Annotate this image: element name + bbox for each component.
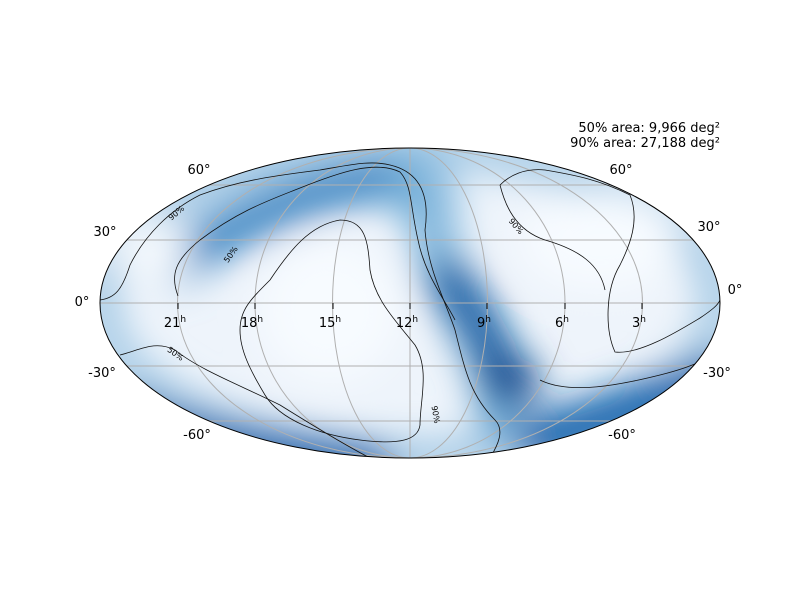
dec-label: -30° — [703, 366, 731, 381]
dec-label: -60° — [608, 428, 636, 443]
dec-label: -30° — [88, 366, 116, 381]
dec-label: -60° — [183, 428, 211, 443]
ra-label: 12h — [396, 315, 418, 331]
ra-unit: h — [563, 315, 569, 325]
ra-label: 9h — [477, 315, 491, 331]
contour-label: 90% — [429, 405, 441, 424]
ra-hours: 15 — [319, 316, 336, 331]
ra-label: 15h — [319, 315, 341, 331]
ra-unit: h — [257, 315, 263, 325]
ra-unit: h — [335, 315, 341, 325]
ra-label: 21h — [164, 315, 186, 331]
dec-label: 30° — [697, 220, 720, 235]
dec-label: 0° — [75, 295, 90, 310]
ra-hours: 21 — [164, 316, 181, 331]
ra-label: 6h — [555, 315, 569, 331]
ra-unit: h — [640, 315, 646, 325]
ra-label: 18h — [241, 315, 263, 331]
ra-hours: 12 — [396, 316, 413, 331]
ra-hours: 3 — [632, 316, 640, 331]
ra-label: 3h — [632, 315, 646, 331]
ra-unit: h — [180, 315, 186, 325]
ra-unit: h — [485, 315, 491, 325]
probability-map — [100, 148, 720, 458]
dec-label: 30° — [93, 225, 116, 240]
sky-border — [99, 147, 721, 459]
ra-hours: 6 — [555, 316, 563, 331]
ra-hours: 9 — [477, 316, 485, 331]
ra-unit: h — [412, 315, 418, 325]
area-annotation: 90% area: 27,188 deg² — [570, 136, 720, 151]
dec-label: 0° — [728, 283, 743, 298]
dec-label: 60° — [187, 163, 210, 178]
dec-label: 60° — [609, 163, 632, 178]
area-annotation: 50% area: 9,966 deg² — [578, 121, 720, 136]
contours — [100, 162, 720, 458]
ra-hours: 18 — [241, 316, 258, 331]
